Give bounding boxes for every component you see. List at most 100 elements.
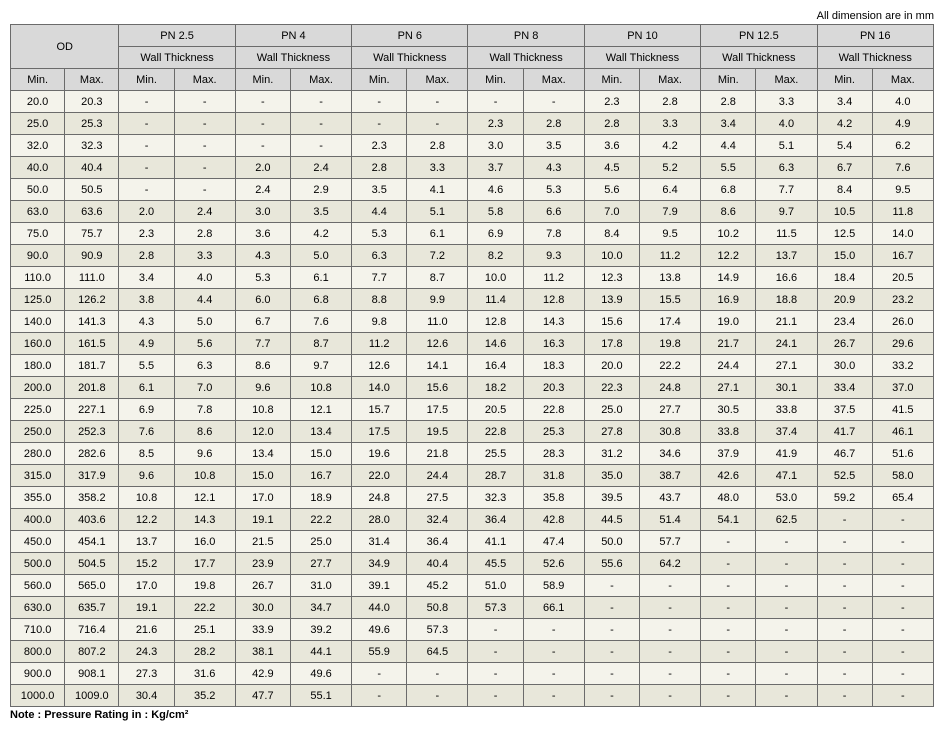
table-row: 125.0126.23.84.46.06.88.89.911.412.813.9… [11, 289, 934, 311]
cell: 21.8 [407, 443, 468, 465]
cell: 2.8 [701, 91, 756, 113]
cell: 9.6 [119, 465, 174, 487]
cell: 4.9 [872, 113, 933, 135]
cell: 8.7 [290, 333, 351, 355]
cell: 35.8 [523, 487, 584, 509]
cell: 55.1 [290, 685, 351, 707]
cell: 111.0 [65, 267, 119, 289]
cell: 6.3 [174, 355, 235, 377]
cell: 4.0 [174, 267, 235, 289]
cell: 8.6 [701, 201, 756, 223]
table-row: 63.063.62.02.43.03.54.45.15.86.67.07.98.… [11, 201, 934, 223]
cell: 55.9 [352, 641, 407, 663]
cell: 12.2 [119, 509, 174, 531]
cell: 34.9 [352, 553, 407, 575]
cell: - [407, 663, 468, 685]
table-row: 140.0141.34.35.06.77.69.811.012.814.315.… [11, 311, 934, 333]
cell: 6.0 [235, 289, 290, 311]
cell: 8.4 [584, 223, 639, 245]
cell: 3.3 [756, 91, 817, 113]
cell: 19.5 [407, 421, 468, 443]
cell: 17.4 [639, 311, 700, 333]
table-header: OD PN 2.5 PN 4 PN 6 PN 8 PN 10 PN 12.5 P… [11, 25, 934, 91]
cell: 6.7 [817, 157, 872, 179]
cell: 3.6 [584, 135, 639, 157]
cell: 22.8 [468, 421, 523, 443]
cell: 16.7 [872, 245, 933, 267]
cell: 7.6 [290, 311, 351, 333]
cell: 31.8 [523, 465, 584, 487]
cell: 1000.0 [11, 685, 65, 707]
hdr-sub-0: Wall Thickness [119, 47, 235, 69]
cell: 5.2 [639, 157, 700, 179]
cell: 7.8 [174, 399, 235, 421]
cell: 6.6 [523, 201, 584, 223]
hdr-max: Max. [174, 69, 235, 91]
cell: 4.0 [872, 91, 933, 113]
cell: 19.0 [701, 311, 756, 333]
cell: 38.1 [235, 641, 290, 663]
cell: 800.0 [11, 641, 65, 663]
hdr-group-1: PN 4 [235, 25, 351, 47]
cell: 20.9 [817, 289, 872, 311]
cell: - [701, 619, 756, 641]
table-row: 450.0454.113.716.021.525.031.436.441.147… [11, 531, 934, 553]
cell: 8.6 [174, 421, 235, 443]
cell: 6.4 [639, 179, 700, 201]
cell: - [174, 179, 235, 201]
cell: - [468, 663, 523, 685]
hdr-max: Max. [756, 69, 817, 91]
cell: 66.1 [523, 597, 584, 619]
cell: 2.0 [119, 201, 174, 223]
cell: - [817, 509, 872, 531]
cell: 227.1 [65, 399, 119, 421]
cell: 454.1 [65, 531, 119, 553]
cell: 5.5 [701, 157, 756, 179]
cell: 11.5 [756, 223, 817, 245]
cell: 13.4 [290, 421, 351, 443]
hdr-sub-6: Wall Thickness [817, 47, 934, 69]
cell: 5.0 [174, 311, 235, 333]
cell: 32.0 [11, 135, 65, 157]
cell: - [407, 113, 468, 135]
cell: 358.2 [65, 487, 119, 509]
cell: 635.7 [65, 597, 119, 619]
cell: 900.0 [11, 663, 65, 685]
cell: 35.2 [174, 685, 235, 707]
cell: 4.4 [174, 289, 235, 311]
cell: - [756, 531, 817, 553]
cell: - [584, 685, 639, 707]
cell: 20.5 [468, 399, 523, 421]
cell: - [701, 685, 756, 707]
cell: 2.8 [119, 245, 174, 267]
cell: 90.9 [65, 245, 119, 267]
cell: 64.5 [407, 641, 468, 663]
cell: 31.4 [352, 531, 407, 553]
hdr-min: Min. [468, 69, 523, 91]
cell: 565.0 [65, 575, 119, 597]
cell: 126.2 [65, 289, 119, 311]
cell: 504.5 [65, 553, 119, 575]
cell: 315.0 [11, 465, 65, 487]
cell: 4.6 [468, 179, 523, 201]
cell: - [872, 509, 933, 531]
cell: 125.0 [11, 289, 65, 311]
cell: 20.5 [872, 267, 933, 289]
table-row: 40.040.4--2.02.42.83.33.74.34.55.25.56.3… [11, 157, 934, 179]
cell: 6.1 [119, 377, 174, 399]
table-row: 250.0252.37.68.612.013.417.519.522.825.3… [11, 421, 934, 443]
cell: 25.3 [65, 113, 119, 135]
cell: 15.5 [639, 289, 700, 311]
cell: 54.1 [701, 509, 756, 531]
cell: 63.0 [11, 201, 65, 223]
cell: - [817, 663, 872, 685]
cell: 49.6 [352, 619, 407, 641]
hdr-sub-1: Wall Thickness [235, 47, 351, 69]
cell: 19.1 [235, 509, 290, 531]
hdr-min: Min. [119, 69, 174, 91]
cell: - [701, 597, 756, 619]
cell: - [235, 91, 290, 113]
cell: 37.4 [756, 421, 817, 443]
cell: 19.8 [639, 333, 700, 355]
cell: 4.4 [352, 201, 407, 223]
